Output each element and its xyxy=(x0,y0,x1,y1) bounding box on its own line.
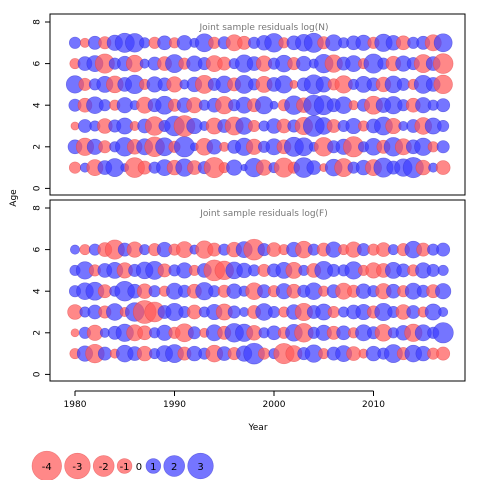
panel-log-f-y-axis: 0 2 4 6 8 xyxy=(33,205,51,377)
panel-log-n-title: Joint sample residuals log(N) xyxy=(198,23,328,33)
residual-bubble xyxy=(97,346,112,361)
residual-bubble xyxy=(436,346,451,361)
residual-bubble xyxy=(267,305,281,319)
legend-bubble xyxy=(163,455,185,477)
y-axis-label: Age xyxy=(9,189,19,207)
legend-bubble xyxy=(64,452,91,480)
residual-bubble xyxy=(426,263,440,277)
residual-bubble xyxy=(436,98,451,113)
residual-bubble xyxy=(435,160,451,175)
legend-label: -3 xyxy=(72,462,82,473)
x-axis: 1980 1990 2000 2010 xyxy=(64,390,385,410)
residual-bubble xyxy=(258,347,271,360)
y-tick-label: 2 xyxy=(33,330,43,336)
y-tick-label: 0 xyxy=(33,185,43,191)
residual-bubble xyxy=(306,160,322,175)
x-tick-label: 1990 xyxy=(163,400,186,410)
residual-bubble xyxy=(437,264,449,276)
residual-bubble xyxy=(348,100,359,111)
residual-bubble xyxy=(70,121,80,131)
legend: -4 -3 -2 -1 0 1 2 3 xyxy=(31,450,214,480)
panel-log-n: Joint sample residuals log(N) 0 2 4 6 8 xyxy=(33,13,466,196)
legend-bubble xyxy=(116,458,133,474)
residual-bubble xyxy=(437,119,450,133)
residual-bubble xyxy=(79,244,91,256)
residual-bubble xyxy=(70,244,80,255)
y-tick-label: 6 xyxy=(33,246,43,252)
y-tick-label: 4 xyxy=(33,102,43,108)
residual-bubble xyxy=(139,37,151,49)
residual-bubble xyxy=(433,74,453,95)
legend-bubble xyxy=(92,455,115,477)
y-tick-label: 2 xyxy=(33,144,43,150)
legend-label: 1 xyxy=(150,462,156,473)
residual-bubble xyxy=(438,307,449,317)
x-tick-label: 2010 xyxy=(362,400,385,410)
residual-bubble xyxy=(327,305,340,319)
residual-bubble xyxy=(248,119,261,133)
legend-label: 3 xyxy=(197,462,203,473)
residual-bubble xyxy=(346,346,361,361)
x-tick-label: 2000 xyxy=(263,400,286,410)
panel-log-f-title: Joint sample residuals log(F) xyxy=(199,209,327,219)
residual-bubble xyxy=(68,161,82,174)
legend-bubble xyxy=(31,450,62,480)
legend-label: -4 xyxy=(42,462,52,473)
y-tick-label: 0 xyxy=(33,371,43,377)
panel-log-n-bubbles xyxy=(65,32,454,179)
panel-log-f-bubbles xyxy=(67,238,454,365)
legend-label: -2 xyxy=(99,462,109,473)
residual-bubble xyxy=(98,99,111,112)
residual-bubble xyxy=(70,328,80,338)
legend-label: -1 xyxy=(120,462,130,473)
y-tick-label: 6 xyxy=(33,60,43,66)
residual-bubble xyxy=(148,285,161,298)
residual-bubble xyxy=(227,305,241,319)
x-tick-label: 1980 xyxy=(64,400,87,410)
y-tick-label: 8 xyxy=(33,205,43,211)
legend-label: 0 xyxy=(136,462,142,473)
residual-bubble xyxy=(269,100,279,110)
residual-bubble xyxy=(433,33,453,53)
residual-bubble xyxy=(396,77,410,91)
residual-bubble xyxy=(436,140,450,154)
residual-bubble xyxy=(289,80,299,89)
y-tick-label: 4 xyxy=(33,288,43,294)
panel-log-f: Joint sample residuals log(F) 0 2 4 6 8 xyxy=(33,199,466,382)
residual-bubble xyxy=(436,242,451,257)
residual-bubble xyxy=(187,326,201,340)
x-axis-label: Year xyxy=(247,423,267,433)
legend-bubble xyxy=(187,452,214,480)
residual-bubble xyxy=(226,159,243,176)
panel-log-n-y-axis: 0 2 4 6 8 xyxy=(33,19,51,191)
residual-bubble xyxy=(98,140,112,154)
residual-bubble xyxy=(432,322,454,344)
residual-bubble xyxy=(432,53,454,74)
y-tick-label: 8 xyxy=(33,19,43,25)
legend-label: 2 xyxy=(171,462,177,473)
residual-bubble xyxy=(435,283,452,300)
residual-bubble xyxy=(68,36,82,49)
legend-bubble xyxy=(145,458,162,474)
